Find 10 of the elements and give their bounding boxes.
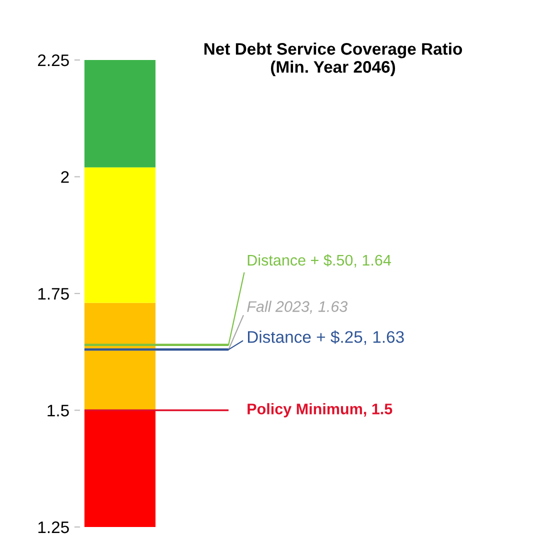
text: Net Debt Service Coverage Ratio (Min. Year 2046) <box>204 42 462 76</box>
y-tick-label: 1.25 <box>38 521 69 534</box>
y-tick-label: 1.5 <box>48 404 69 416</box>
ref-line-label: Policy Minimum, 1.5 <box>248 403 392 418</box>
y-tick-label: 1.75 <box>38 288 69 300</box>
ref-line-label: Fall 2023, 1.63 <box>247 300 348 314</box>
ref-line-label: Distance + $.50, 1.64 <box>248 254 391 268</box>
ref-line-label: Distance + $.25, 1.63 <box>248 330 404 345</box>
y-tick-label: 2.25 <box>38 54 69 66</box>
y-tick-label: 2 <box>61 171 69 183</box>
